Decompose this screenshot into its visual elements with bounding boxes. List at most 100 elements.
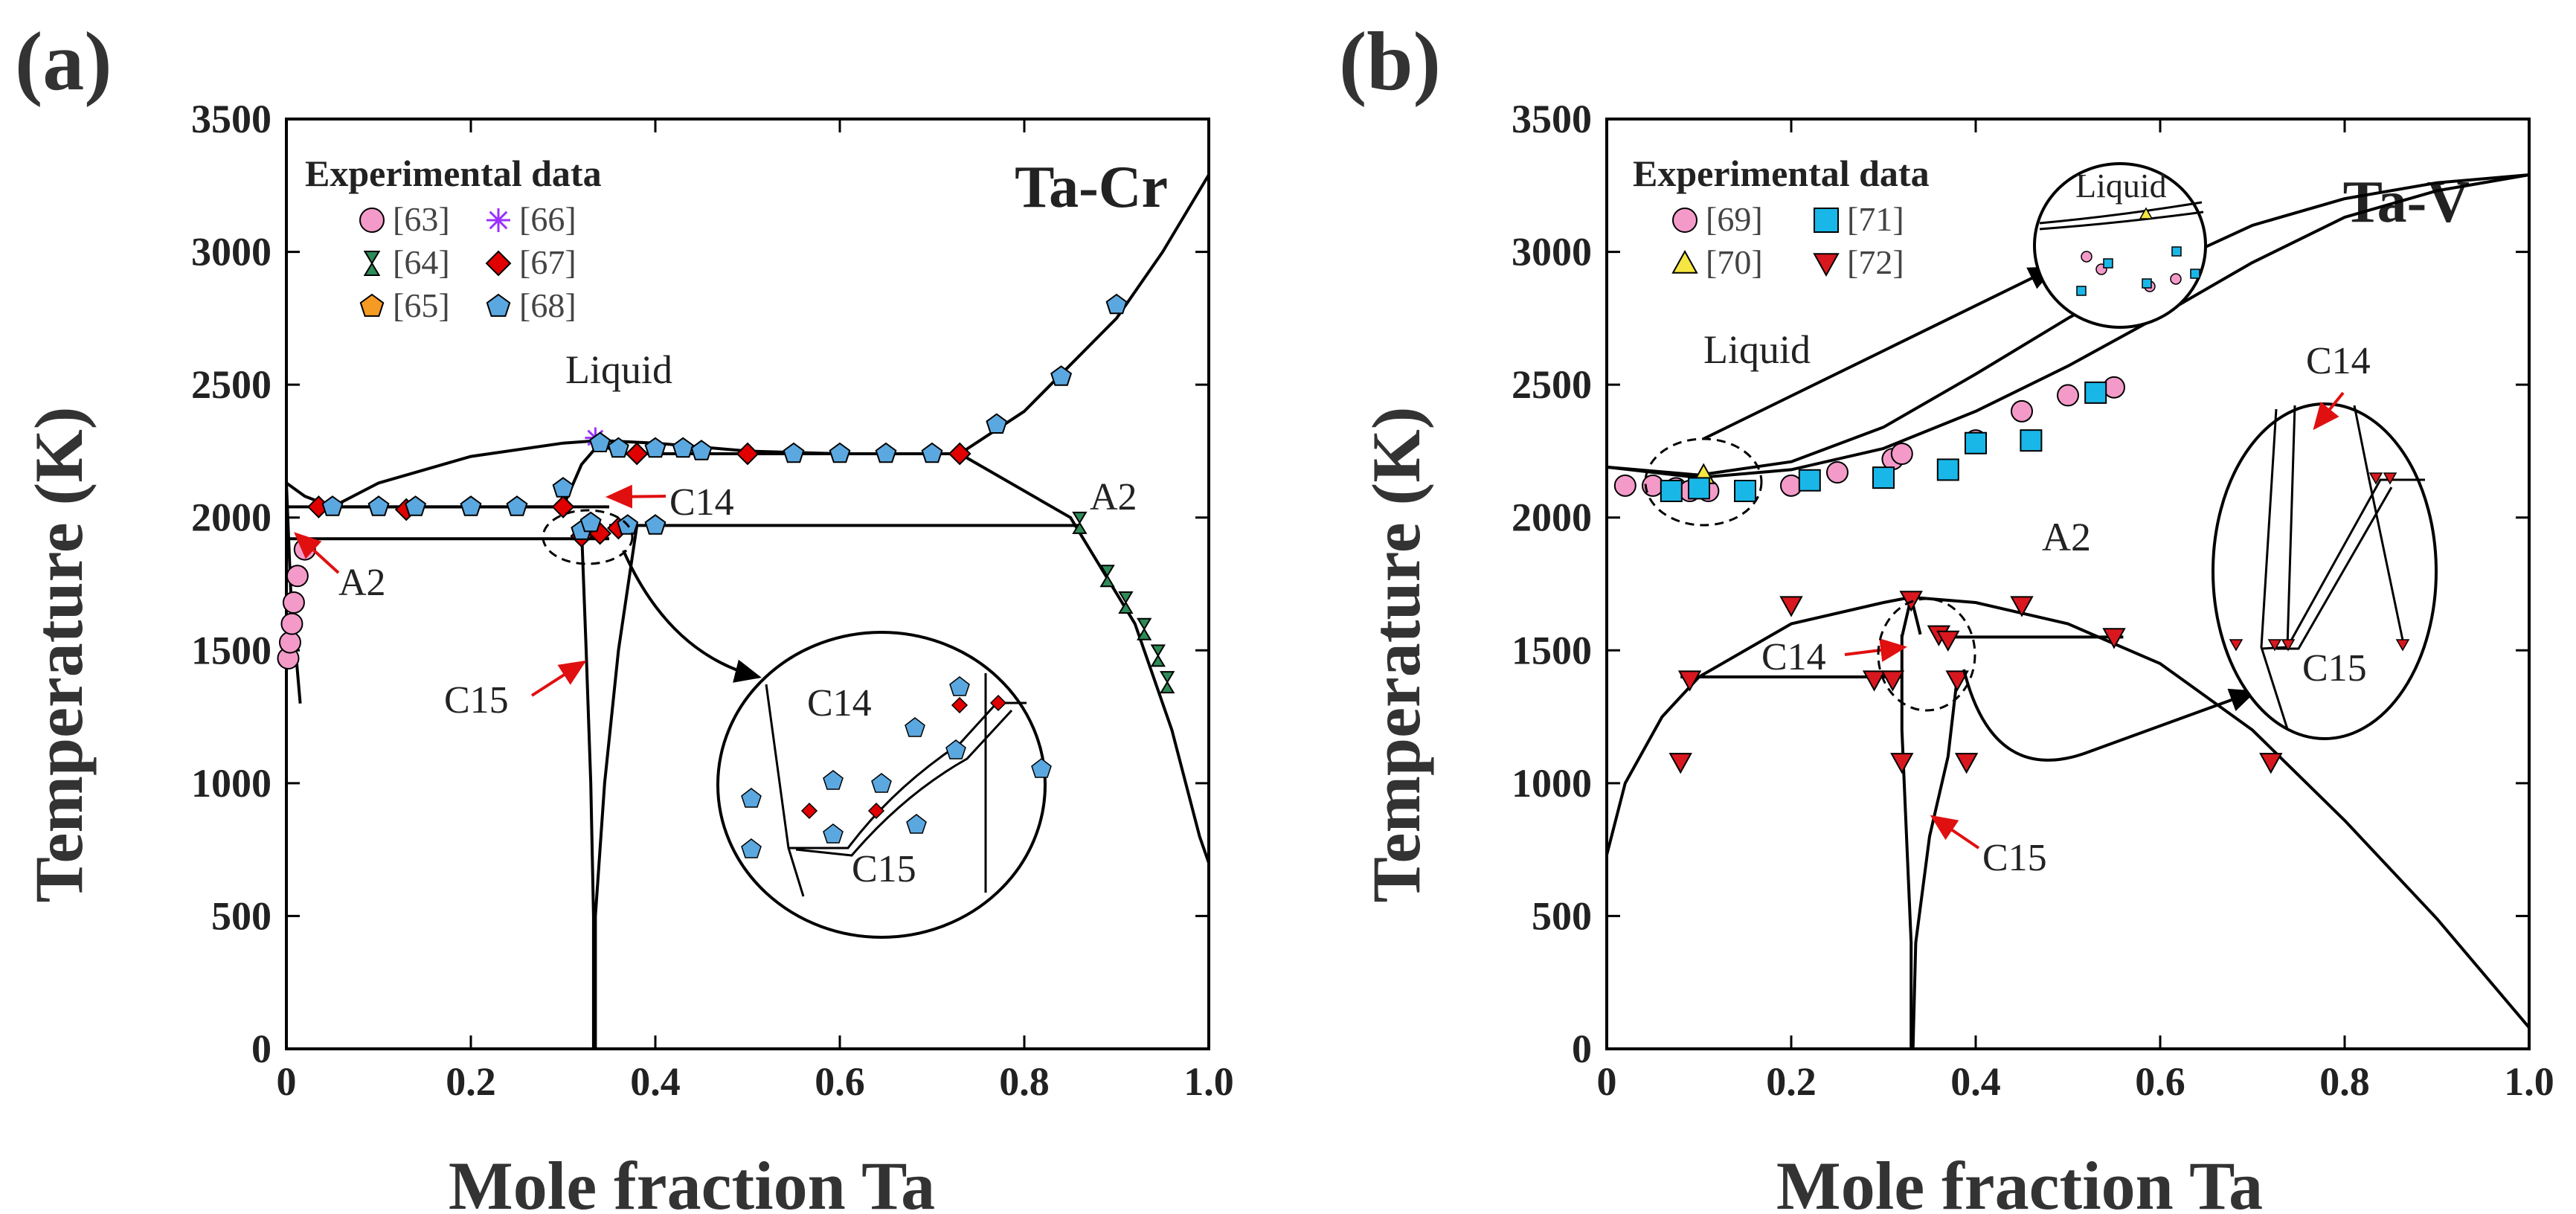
- panel-b-inset-point: [2190, 269, 2200, 279]
- panel-a-phase-liquid: Liquid: [565, 347, 672, 392]
- phase-boundary-C15-right: [1911, 676, 1959, 1050]
- phase-boundary-liquidus: [1606, 173, 2530, 480]
- panel-a-inset-point: [741, 788, 762, 808]
- data-point: [1954, 753, 1979, 774]
- data-point: [2259, 753, 2283, 774]
- x-tick-label: 0: [1597, 1059, 1617, 1104]
- data-point: [921, 442, 943, 463]
- data-point: [829, 442, 851, 463]
- legend-label: [70]: [1706, 243, 1763, 281]
- x-tick-label: 1.0: [2504, 1059, 2554, 1104]
- panel-b-inset-point: [2383, 472, 2397, 485]
- data-point: [589, 431, 611, 452]
- x-tick-label: 0.6: [815, 1059, 865, 1104]
- phase-boundary-C15-right: [594, 525, 639, 1049]
- panel-a-arrow-c14: [606, 484, 667, 509]
- data-point: [1890, 443, 1913, 465]
- data-point: [552, 477, 574, 498]
- panel-a-x-ticks: 0 0.2 0.4 0.6 0.8 1.0: [277, 119, 1234, 1104]
- data-point: [506, 495, 528, 516]
- data-point: [460, 495, 482, 516]
- data-point: [286, 565, 309, 588]
- data-point: [2011, 399, 2033, 423]
- y-tick-label: 3000: [1512, 230, 1592, 274]
- legend-marker: [486, 208, 510, 232]
- y-tick-label: 3500: [191, 97, 272, 141]
- data-point: [2084, 381, 2107, 404]
- data-point: [948, 442, 971, 466]
- x-tick-label: 0.8: [999, 1059, 1050, 1104]
- data-point: [321, 495, 344, 516]
- panel-a-inset-lines: [765, 673, 1027, 897]
- x-tick-label: 0.8: [2319, 1059, 2370, 1104]
- data-point: [644, 514, 667, 535]
- data-point: [405, 495, 427, 516]
- y-tick-label: 1000: [191, 761, 272, 806]
- panel-a-phase-c14: C14: [669, 481, 734, 524]
- panel-b-inset-arrow: [2313, 391, 2345, 431]
- panel-b-inset-c14-lines: [2260, 405, 2425, 730]
- panel-b-system-title: Ta-V: [2343, 170, 2470, 235]
- y-tick-label: 1500: [1512, 628, 1592, 672]
- panel-b-ylabel: Temperature (K): [1358, 407, 1434, 903]
- data-point: [1099, 565, 1115, 588]
- y-tick-label: 2500: [1512, 362, 1592, 407]
- x-tick-label: 0.4: [630, 1059, 681, 1104]
- panel-b-curves: [1605, 173, 2531, 1050]
- legend-label: [65]: [393, 286, 450, 324]
- data-point: [1160, 671, 1175, 694]
- data-point: [1936, 630, 1960, 652]
- panel-b-phase-c15: C15: [1982, 837, 2047, 879]
- data-point: [2020, 429, 2043, 452]
- panel-a-inset-point: [1031, 758, 1052, 778]
- y-tick-label: 3000: [191, 230, 272, 274]
- panel-a-inset: C14 C15: [716, 631, 1052, 939]
- legend-marker: [363, 251, 381, 276]
- panel-b-inset-point: [2139, 207, 2153, 219]
- phase-boundary-C15-left: [579, 527, 595, 1049]
- x-tick-label: 0.2: [446, 1059, 496, 1104]
- panel-a-phase-c15: C15: [444, 679, 509, 722]
- phase-boundary-C15-left: [1900, 634, 1913, 1049]
- legend-label: [67]: [519, 243, 576, 281]
- x-tick-label: 0.2: [1766, 1059, 1817, 1104]
- data-point: [690, 440, 713, 460]
- data-point: [1613, 474, 1637, 497]
- y-tick-label: 500: [1532, 893, 1592, 938]
- legend-label: [66]: [519, 200, 576, 238]
- data-point: [644, 437, 667, 458]
- data-point: [1936, 458, 1959, 481]
- data-point: [1945, 670, 1969, 692]
- panel-a-inset-point: [989, 694, 1007, 712]
- data-point: [278, 631, 301, 654]
- panel-b-inset-point: [2076, 286, 2087, 296]
- panel-b-phase-c14: C14: [1761, 636, 1826, 678]
- data-point: [2057, 384, 2079, 407]
- panel-a-inset-point: [949, 676, 970, 696]
- data-point: [280, 612, 303, 635]
- x-tick-label: 1.0: [1183, 1059, 1234, 1104]
- data-point: [2102, 628, 2126, 649]
- panel-b-inset-point: [2281, 639, 2296, 652]
- panel-b-phase-a2: A2: [2042, 515, 2091, 559]
- data-point: [551, 495, 575, 518]
- panel-a-phase-a2-right: A2: [1090, 476, 1137, 518]
- y-tick-label: 2000: [191, 495, 272, 540]
- panel-b-arrow-c14: [1844, 638, 1907, 662]
- panel-b-inset-point: [2103, 258, 2113, 269]
- data-point: [1734, 480, 1756, 502]
- data-point: [579, 511, 602, 533]
- legend-marker: [1814, 208, 1839, 233]
- data-point: [607, 437, 629, 458]
- panel-b-x-ticks: 0 0.2 0.4 0.6 0.8 1.0: [1597, 119, 2554, 1104]
- data-point: [783, 442, 805, 463]
- panel-a-inset-point: [945, 739, 966, 759]
- panel-a-zoom-circle: [542, 509, 634, 565]
- panel-b-points: [1613, 376, 2283, 774]
- panel-b-legend-title: Experimental data: [1633, 152, 1930, 194]
- data-point: [282, 591, 305, 614]
- legend-label: [71]: [1847, 200, 1904, 238]
- panel-b-inset-liquid: Liquid: [2033, 162, 2207, 329]
- panel-b-inset-point: [2081, 251, 2092, 263]
- x-tick-label: 0.6: [2135, 1059, 2185, 1104]
